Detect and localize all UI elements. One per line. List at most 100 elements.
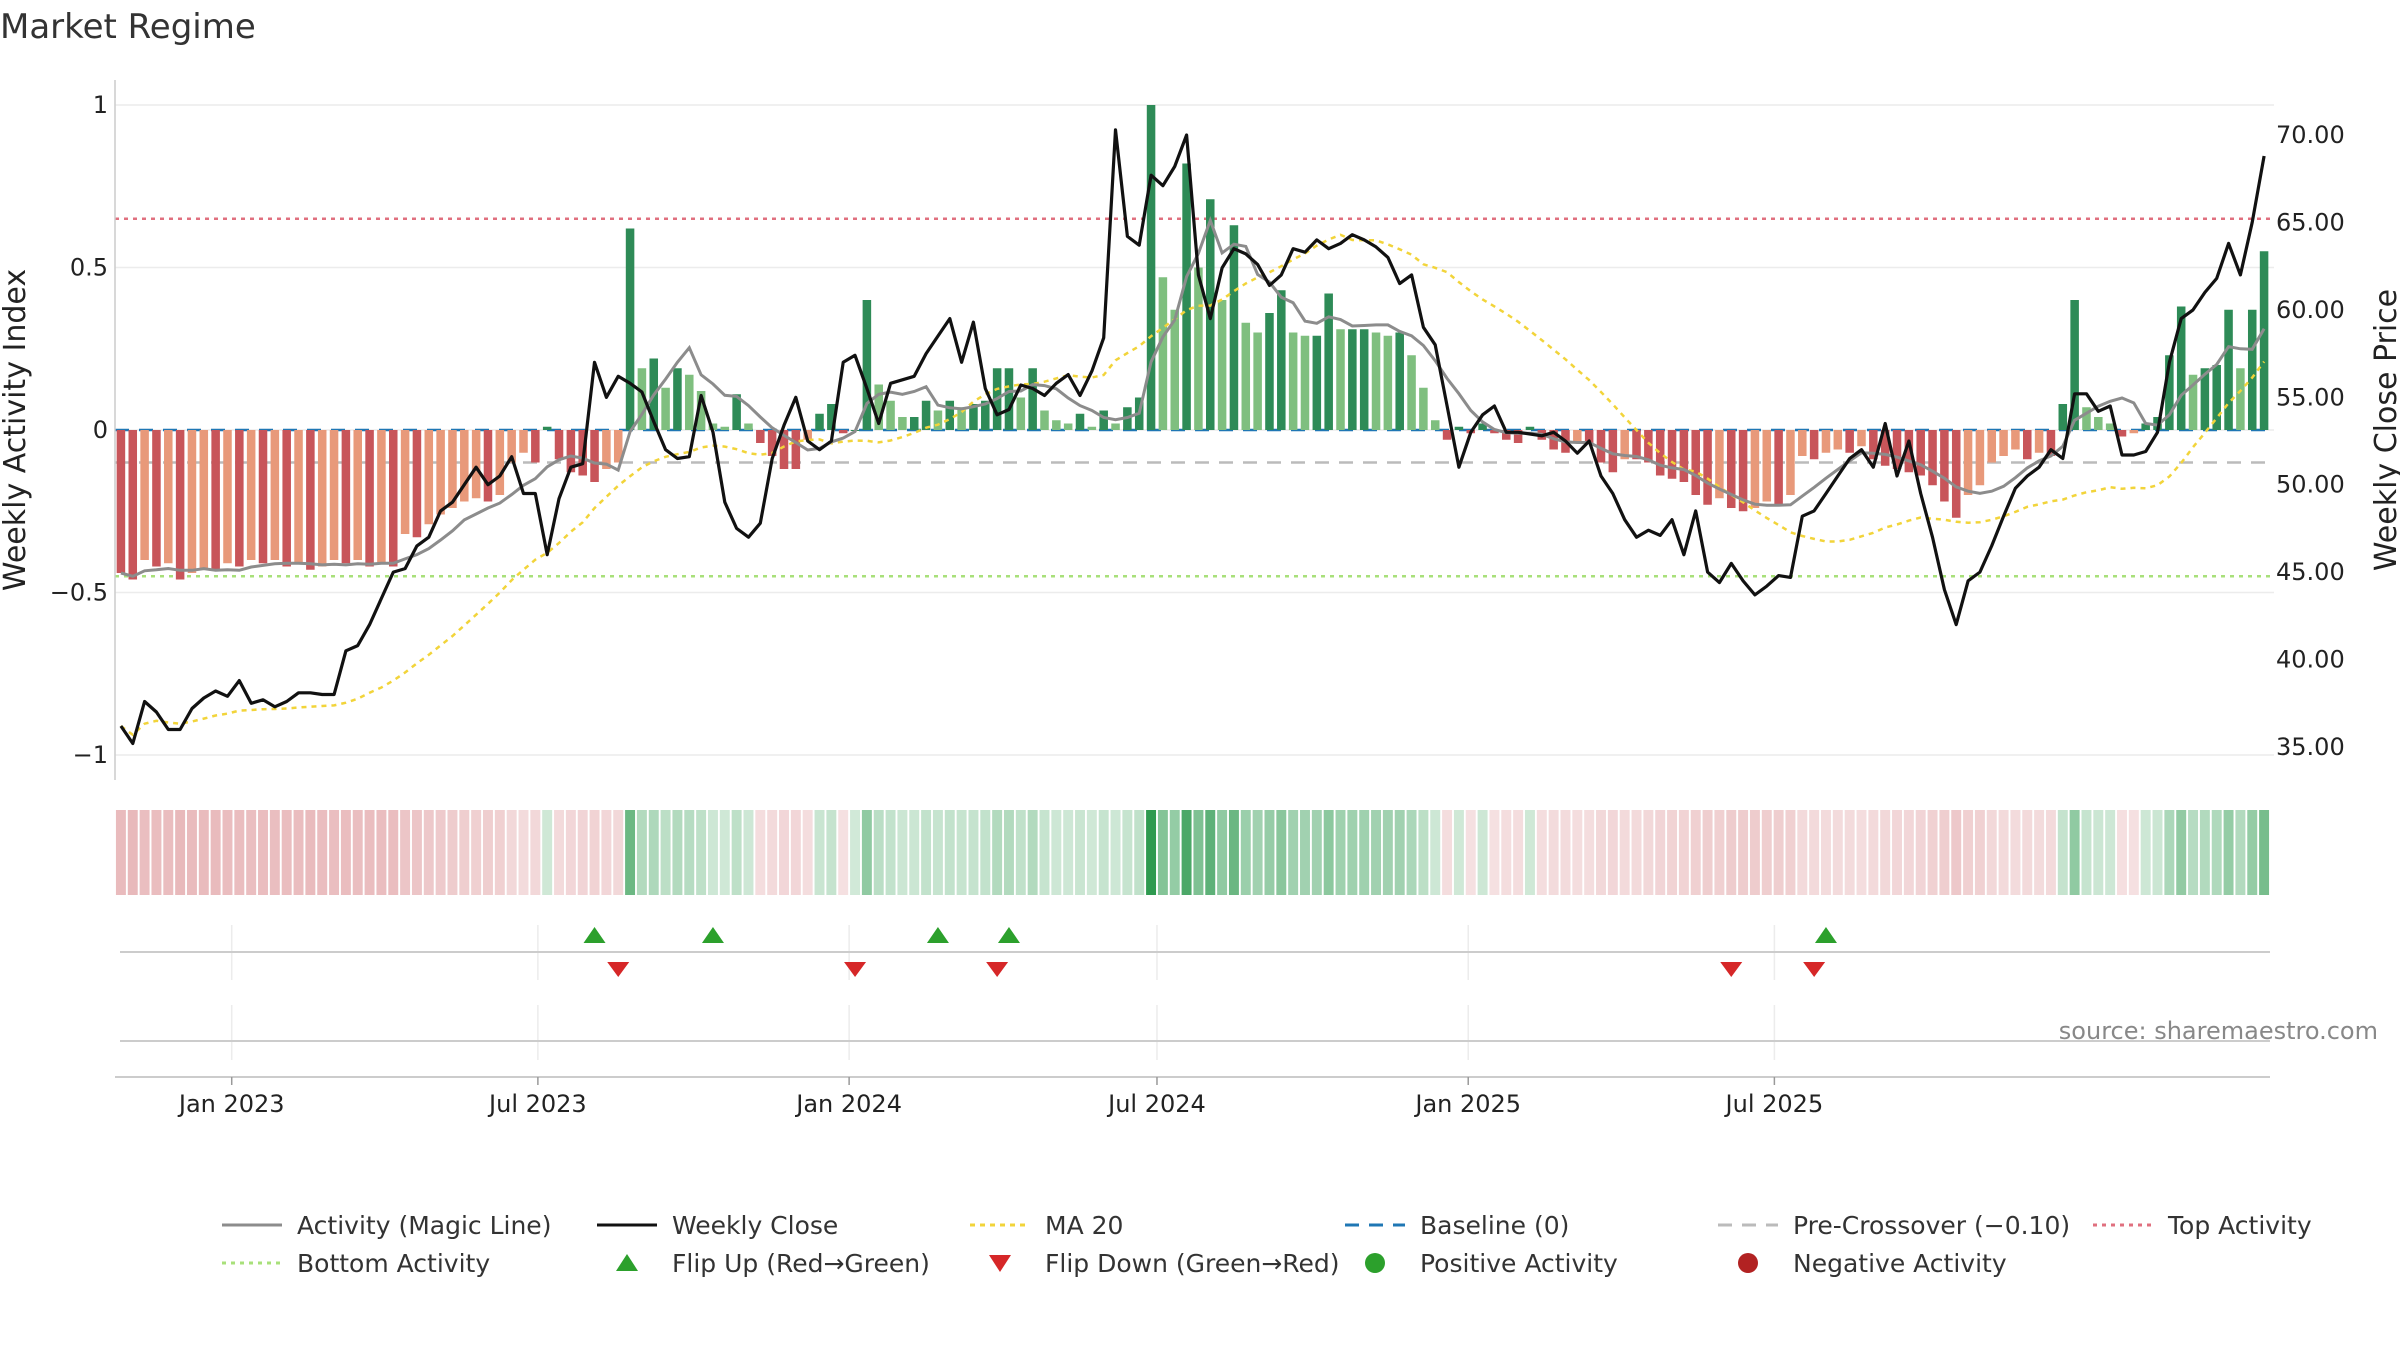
- activity-bar: [1762, 430, 1772, 502]
- activity-bar: [756, 430, 765, 443]
- activity-bar: [353, 430, 362, 560]
- activity-bar: [258, 430, 268, 564]
- activity-bar: [1478, 423, 1487, 430]
- activity-bar: [1679, 430, 1689, 482]
- activity-bar: [1111, 423, 1120, 430]
- activity-bar: [696, 391, 706, 430]
- heatstrip-cell: [992, 810, 1003, 895]
- activity-bar: [2141, 423, 2150, 430]
- heatstrip-cell: [2176, 810, 2187, 895]
- heatstrip-cell: [660, 810, 671, 895]
- legend-label: Pre-Crossover (−0.10): [1793, 1211, 2070, 1240]
- heatstrip-cell: [1749, 810, 1760, 895]
- activity-bar: [2105, 423, 2115, 430]
- flip-markers: [120, 927, 2270, 977]
- heatstrip-cell: [2117, 810, 2127, 895]
- heatstrip-cell: [1489, 810, 1500, 895]
- activity-bar: [1442, 430, 1452, 440]
- activity-bar: [661, 387, 670, 430]
- heatstrip-cell: [850, 810, 861, 895]
- heatstrip-cell: [1015, 810, 1026, 895]
- activity-bar: [1490, 430, 1499, 434]
- legend-item-positive: Positive Activity: [1365, 1249, 1618, 1278]
- heatstrip-cell: [198, 810, 209, 895]
- legend-item-negative: Negative Activity: [1738, 1249, 2007, 1278]
- activity-bar: [1620, 430, 1629, 460]
- activity-bar: [625, 228, 635, 430]
- right-tick-label: 60.00: [2276, 296, 2345, 324]
- x-tick-label: Jan 2025: [1413, 1090, 1521, 1118]
- heatstrip-cell: [2259, 810, 2270, 895]
- heatstrip-cell: [269, 810, 280, 895]
- activity-bar: [507, 430, 516, 463]
- heatstrip-cell: [376, 810, 387, 895]
- activity-bar: [1016, 397, 1026, 430]
- activity-bar: [471, 430, 481, 499]
- legend-label: Activity (Magic Line): [297, 1211, 551, 1240]
- heatstrip-cell: [779, 810, 789, 895]
- activity-bar: [945, 400, 955, 430]
- heatstrip-cell: [1240, 810, 1251, 895]
- heatstrip-cell: [873, 810, 884, 895]
- heatstrip-cell: [2081, 810, 2092, 895]
- activity-bar: [838, 430, 848, 434]
- heatstrip-cell: [1075, 810, 1085, 895]
- heatstrip-cell: [956, 810, 967, 895]
- legend-item-top: Top Activity: [2093, 1211, 2312, 1240]
- legend: Activity (Magic Line) Weekly Close MA 20 Ba…: [222, 1211, 2312, 1278]
- right-tick-label: 40.00: [2276, 646, 2345, 674]
- heatstrip-cell: [246, 810, 257, 895]
- activity-bar: [1715, 430, 1724, 499]
- heatstrip-cell: [388, 810, 399, 895]
- heatstrip-cell: [364, 810, 375, 895]
- heatstrip-cell: [1584, 810, 1595, 895]
- heatstrip-cell: [423, 810, 434, 895]
- heatstrip-cell: [2069, 810, 2080, 895]
- activity-bar: [1703, 430, 1712, 505]
- heatstrip-cell: [2152, 810, 2163, 895]
- heatstrip-cell: [1986, 810, 1997, 895]
- heatstrip-cell: [1311, 810, 1322, 895]
- heatstrip-cell: [2188, 810, 2199, 895]
- activity-bar: [329, 430, 339, 560]
- heatstrip-cell: [554, 810, 564, 895]
- heatstrip-cell: [175, 810, 186, 895]
- activity-bar: [673, 368, 682, 430]
- flip-down-marker: [1720, 962, 1743, 977]
- heatstrip-cell: [1134, 810, 1145, 895]
- heatstrip-cell: [1252, 810, 1263, 895]
- heatstrip-cell: [1217, 810, 1228, 895]
- heatstrip-cell: [1347, 810, 1358, 895]
- heatstrip-cell: [980, 810, 991, 895]
- heatstrip-cell: [210, 810, 221, 895]
- activity-bar: [1383, 335, 1393, 430]
- heatstrip-cell: [932, 810, 943, 895]
- activity-bar: [1726, 430, 1736, 508]
- right-axis-title: Weekly Close Price: [2369, 289, 2400, 571]
- activity-bar: [590, 430, 599, 482]
- heatstrip-cell: [1418, 810, 1429, 895]
- flip-up-marker: [926, 927, 949, 943]
- activity-bar: [1798, 430, 1807, 456]
- activity-bar: [933, 410, 943, 430]
- activity-bar: [2188, 374, 2198, 430]
- activity-bar: [1300, 335, 1310, 430]
- bottom-axis-panel: Jan 2023 Jul 2023 Jan 2024 Jul 2024 Jan 2025…: [115, 1040, 2270, 1118]
- left-tick-label: −1: [73, 741, 108, 769]
- activity-bar: [744, 423, 753, 430]
- activity-bar: [270, 430, 280, 560]
- heatstrip-cell: [1844, 810, 1855, 895]
- activity-bar: [377, 430, 386, 564]
- heatstrip-cell: [1572, 810, 1583, 895]
- heatstrip-cell: [1868, 810, 1879, 895]
- heatstrip-cell: [1536, 810, 1547, 895]
- activity-bar: [317, 430, 327, 567]
- weekly-close-line: [119, 128, 2266, 746]
- heatstrip-cell: [1667, 810, 1678, 895]
- x-tick-label: Jul 2024: [1106, 1090, 1206, 1118]
- activity-bar: [554, 430, 564, 460]
- activity-bar: [1987, 430, 1997, 463]
- activity-bar: [1241, 322, 1251, 430]
- heatstrip-cell: [767, 810, 778, 895]
- activity-bar: [2094, 417, 2103, 430]
